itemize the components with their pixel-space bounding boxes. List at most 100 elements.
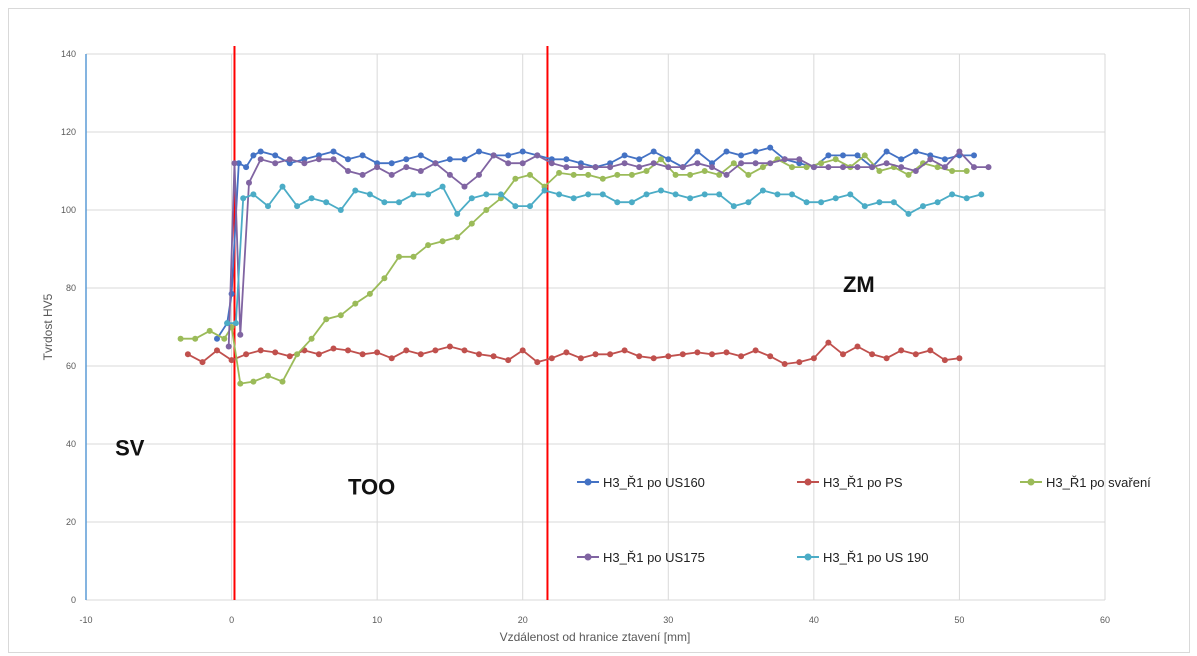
- zone-label: ZM: [843, 272, 875, 297]
- data-point: [192, 335, 199, 342]
- data-point: [709, 351, 715, 358]
- data-point: [694, 349, 701, 356]
- boundary-lines: [233, 46, 549, 600]
- data-point: [592, 164, 599, 171]
- data-point: [840, 164, 846, 171]
- legend-marker: [804, 478, 812, 486]
- data-point: [388, 160, 395, 167]
- series-layer: [177, 144, 992, 387]
- y-tick-label: 40: [66, 439, 76, 449]
- legend-label: H3_Ř1 po US160: [603, 475, 705, 490]
- data-point: [876, 199, 883, 206]
- data-point: [978, 191, 985, 198]
- data-point: [240, 195, 247, 202]
- data-point: [403, 164, 410, 171]
- y-tick-label: 0: [71, 595, 76, 605]
- data-point: [476, 148, 482, 155]
- data-point: [534, 359, 541, 366]
- x-axis-label: Vzdálenost od hranice ztavení [mm]: [500, 630, 691, 644]
- data-point: [730, 203, 737, 210]
- x-tick-label: 30: [663, 615, 673, 625]
- data-point: [381, 275, 388, 282]
- data-point: [803, 199, 810, 206]
- data-point: [352, 187, 359, 194]
- data-point: [224, 320, 231, 327]
- data-point: [607, 164, 614, 171]
- data-point: [585, 171, 592, 178]
- data-point: [861, 152, 868, 159]
- data-point: [403, 156, 410, 163]
- data-point: [956, 355, 963, 362]
- data-point: [927, 156, 934, 163]
- data-point: [410, 191, 417, 198]
- data-point: [840, 152, 846, 159]
- data-point: [658, 156, 664, 163]
- data-point: [810, 355, 817, 362]
- data-point: [388, 355, 395, 362]
- data-point: [548, 355, 555, 362]
- data-point: [461, 156, 468, 163]
- data-point: [643, 191, 650, 198]
- data-point: [231, 160, 238, 167]
- data-point: [250, 191, 257, 198]
- data-point: [985, 164, 992, 171]
- data-point: [265, 372, 271, 379]
- data-point: [359, 171, 366, 178]
- data-point: [468, 220, 475, 227]
- data-point: [723, 349, 730, 356]
- data-point: [767, 353, 774, 360]
- data-point: [941, 357, 948, 364]
- data-point: [563, 156, 570, 163]
- data-point: [468, 195, 475, 202]
- legend-item: H3_Ř1 po US 190: [797, 550, 929, 565]
- data-point: [614, 199, 621, 206]
- data-point: [446, 156, 453, 163]
- data-point: [330, 156, 337, 163]
- data-point: [461, 347, 468, 354]
- data-point: [490, 353, 497, 360]
- legend-label: H3_Ř1 po US175: [603, 550, 705, 565]
- data-point: [439, 238, 446, 245]
- legend-label: H3_Ř1 po US 190: [823, 550, 929, 565]
- data-point: [246, 179, 252, 186]
- x-tick-label: 40: [809, 615, 819, 625]
- y-axis-label: Tvrdost HV5: [41, 293, 55, 360]
- data-point: [381, 199, 388, 206]
- data-point: [272, 349, 279, 356]
- data-point: [890, 199, 897, 206]
- data-point: [337, 207, 344, 213]
- data-point: [337, 312, 344, 319]
- data-point: [883, 160, 890, 167]
- data-point: [396, 199, 402, 206]
- data-point: [883, 355, 890, 362]
- data-point: [898, 164, 905, 171]
- data-point: [272, 152, 279, 159]
- data-point: [621, 347, 628, 354]
- legend: H3_Ř1 po US160 H3_Ř1 po PS H3_Ř1 po svařen…: [577, 475, 1151, 565]
- data-point: [250, 378, 257, 385]
- data-point: [949, 168, 956, 174]
- legend-item: H3_Ř1 po US160: [577, 475, 705, 490]
- data-point: [505, 357, 512, 364]
- y-tick-label: 120: [61, 127, 76, 137]
- data-point: [759, 187, 766, 194]
- data-point: [752, 160, 759, 167]
- data-point: [687, 195, 694, 202]
- data-point: [869, 164, 876, 171]
- data-point: [505, 160, 512, 167]
- data-point: [232, 320, 239, 327]
- data-point: [832, 195, 839, 202]
- legend-label: H3_Ř1 po PS: [823, 475, 903, 490]
- data-point: [519, 148, 526, 155]
- data-point: [650, 355, 657, 362]
- legend-item: H3_Ř1 po PS: [797, 475, 903, 490]
- x-tick-label: 60: [1100, 615, 1110, 625]
- data-point: [709, 164, 715, 171]
- data-point: [359, 351, 366, 358]
- data-point: [585, 191, 592, 198]
- data-point: [577, 164, 584, 171]
- data-point: [650, 160, 657, 167]
- data-point: [446, 171, 453, 178]
- data-point: [752, 347, 759, 354]
- data-point: [563, 164, 570, 171]
